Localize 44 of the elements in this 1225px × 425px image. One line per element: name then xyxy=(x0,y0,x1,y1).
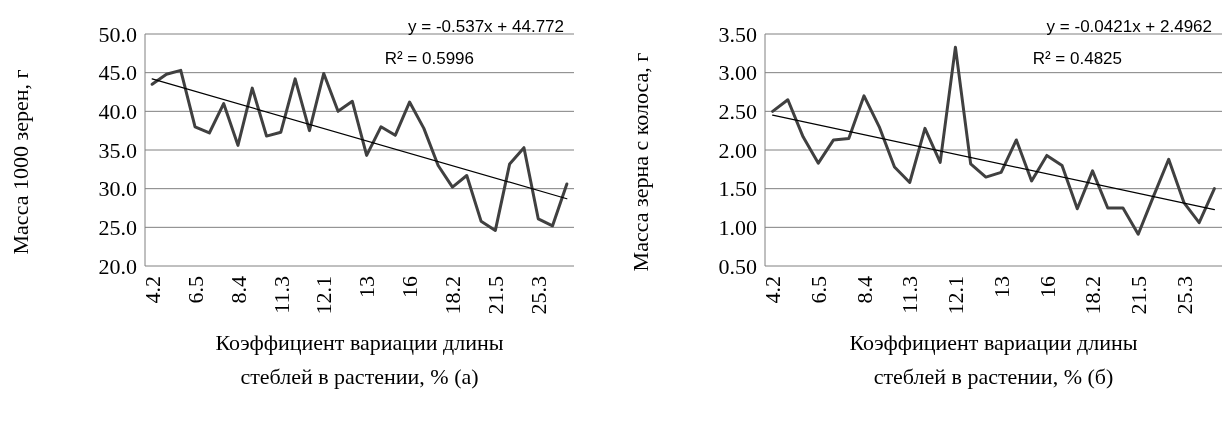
y-tick-label: 50.0 xyxy=(98,21,137,47)
y-tick-label: 1.00 xyxy=(718,215,757,241)
y-axis-title: Масса зерна с колоса, г xyxy=(627,52,653,272)
x-tick-label: 18.2 xyxy=(440,276,466,315)
y-tick-label: 30.0 xyxy=(98,176,137,202)
annotation: y = -0.0421x + 2.4962 xyxy=(1046,16,1212,36)
x-tick-label: 11.3 xyxy=(268,276,294,314)
annotation: R² = 0.5996 xyxy=(384,48,474,68)
x-tick-label: 6.5 xyxy=(182,276,208,304)
y-tick-label: 35.0 xyxy=(98,137,137,163)
y-axis-title: Масса 1000 зерен, г xyxy=(7,69,33,255)
x-tick-label: 25.3 xyxy=(1171,276,1197,315)
x-tick-label: 13 xyxy=(354,276,380,298)
annotation: R² = 0.4825 xyxy=(1032,48,1122,68)
x-tick-label: 13 xyxy=(988,276,1014,298)
x-tick-label: 4.2 xyxy=(139,276,165,304)
x-axis-title: Коэффициент вариации длины стеблей в растении, % (б) xyxy=(849,330,1138,389)
y-tick-label: 2.50 xyxy=(718,99,757,125)
line-series xyxy=(771,45,1216,236)
x-tick-label: 16 xyxy=(397,276,423,298)
x-tick-label: 4.2 xyxy=(760,276,786,304)
y-tick-label: 2.00 xyxy=(718,137,757,163)
x-tick-label: 21.5 xyxy=(1125,276,1151,315)
x-tick-label: 25.3 xyxy=(525,276,551,315)
x-tick-label: 11.3 xyxy=(897,276,923,314)
line-series xyxy=(150,68,569,232)
x-tick-label: 8.4 xyxy=(851,276,877,304)
x-tick-label: 12.1 xyxy=(311,276,337,315)
y-tick-label: 20.0 xyxy=(98,253,137,279)
y-tick-label: 1.50 xyxy=(718,176,757,202)
x-tick-label: 18.2 xyxy=(1080,276,1106,315)
x-tick-label: 6.5 xyxy=(806,276,832,304)
y-tick-label: 25.0 xyxy=(98,215,137,241)
x-tick-label: 12.1 xyxy=(943,276,969,315)
y-tick-label: 40.0 xyxy=(98,99,137,125)
x-tick-label: 16 xyxy=(1034,276,1060,298)
annotation: y = -0.537x + 44.772 xyxy=(408,16,564,36)
y-tick-label: 0.50 xyxy=(718,253,757,279)
y-tick-label: 45.0 xyxy=(98,60,137,86)
x-axis-title: Коэффициент вариации длины стеблей в растении, % (а) xyxy=(215,330,504,389)
x-tick-label: 8.4 xyxy=(225,276,251,304)
y-tick-label: 3.00 xyxy=(718,60,757,86)
y-tick-label: 3.50 xyxy=(718,21,757,47)
x-tick-label: 21.5 xyxy=(483,276,509,315)
